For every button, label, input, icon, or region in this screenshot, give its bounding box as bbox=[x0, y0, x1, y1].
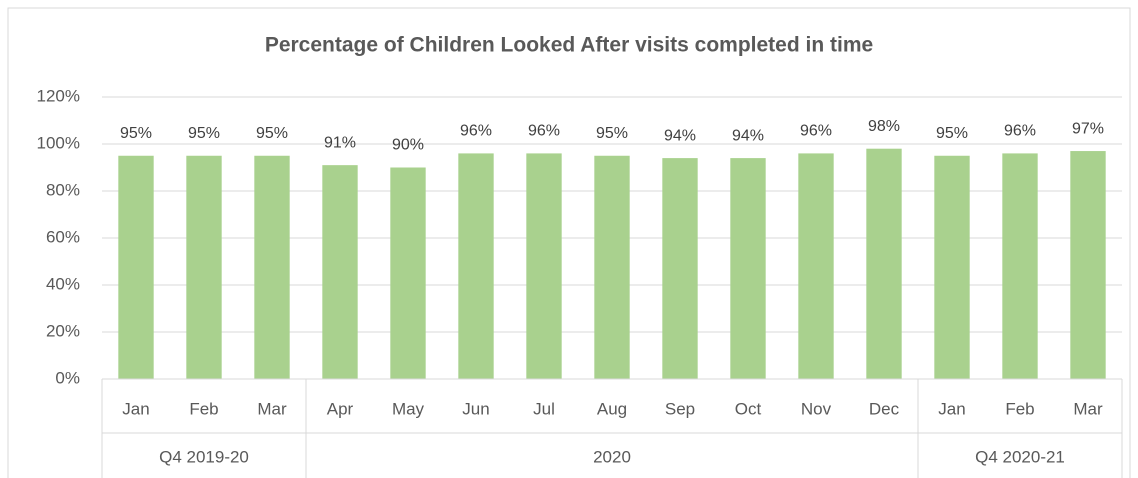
x-tick-label: Dec bbox=[869, 399, 900, 418]
data-label dl: 95% bbox=[936, 125, 968, 142]
data-label dl: 96% bbox=[528, 123, 560, 140]
x-tick-label: Oct bbox=[735, 399, 762, 418]
bar bbox=[1070, 151, 1106, 379]
bar bbox=[798, 153, 834, 379]
y-tick-label: 100% bbox=[37, 133, 80, 152]
data-label dl: 96% bbox=[460, 123, 492, 140]
data-label dl: 97% bbox=[1072, 120, 1104, 137]
group-label: Q4 2019-20 bbox=[159, 447, 249, 466]
x-tick-label: Sep bbox=[665, 399, 695, 418]
data-label dl: 96% bbox=[800, 123, 832, 140]
bar bbox=[118, 155, 154, 379]
bar bbox=[458, 153, 494, 379]
y-tick-label: 60% bbox=[46, 227, 80, 246]
x-tick-label: May bbox=[392, 399, 425, 418]
bar bbox=[322, 165, 358, 379]
group-label: Q4 2020-21 bbox=[975, 447, 1065, 466]
x-tick-label: Mar bbox=[1073, 399, 1103, 418]
bar bbox=[254, 155, 290, 379]
y-tick-label: 20% bbox=[46, 321, 80, 340]
bar bbox=[934, 155, 970, 379]
data-label dl: 94% bbox=[732, 127, 764, 144]
x-tick-label: Feb bbox=[1005, 399, 1034, 418]
x-tick-label: Apr bbox=[327, 399, 354, 418]
y-tick-label: 40% bbox=[46, 274, 80, 293]
bar bbox=[866, 148, 902, 379]
bar bbox=[390, 167, 426, 379]
x-tick-label: Jul bbox=[533, 399, 555, 418]
x-tick-label: Aug bbox=[597, 399, 627, 418]
data-label dl: 95% bbox=[188, 125, 220, 142]
y-tick-label: 120% bbox=[37, 86, 80, 105]
data-label dl: 94% bbox=[664, 127, 696, 144]
x-tick-label: Jan bbox=[938, 399, 965, 418]
x-tick-label: Feb bbox=[189, 399, 218, 418]
y-tick-label: 0% bbox=[55, 368, 80, 387]
x-tick-label: Jun bbox=[462, 399, 489, 418]
bar bbox=[594, 155, 630, 379]
x-tick-label: Nov bbox=[801, 399, 832, 418]
bar bbox=[662, 158, 698, 379]
data-label dl: 91% bbox=[324, 134, 356, 151]
chart-title: Percentage of Children Looked After visi… bbox=[265, 34, 873, 57]
data-label dl: 98% bbox=[868, 118, 900, 135]
data-label dl: 96% bbox=[1004, 123, 1036, 140]
data-label dl: 95% bbox=[120, 125, 152, 142]
y-tick-label: 80% bbox=[46, 180, 80, 199]
bar bbox=[526, 153, 562, 379]
bar bbox=[1002, 153, 1038, 379]
bar bbox=[730, 158, 766, 379]
bar bbox=[186, 155, 222, 379]
x-tick-label: Mar bbox=[257, 399, 287, 418]
x-tick-label: Jan bbox=[122, 399, 149, 418]
data-label dl: 95% bbox=[596, 125, 628, 142]
data-label dl: 90% bbox=[392, 137, 424, 154]
group-label: 2020 bbox=[593, 447, 631, 466]
data-label dl: 95% bbox=[256, 125, 288, 142]
